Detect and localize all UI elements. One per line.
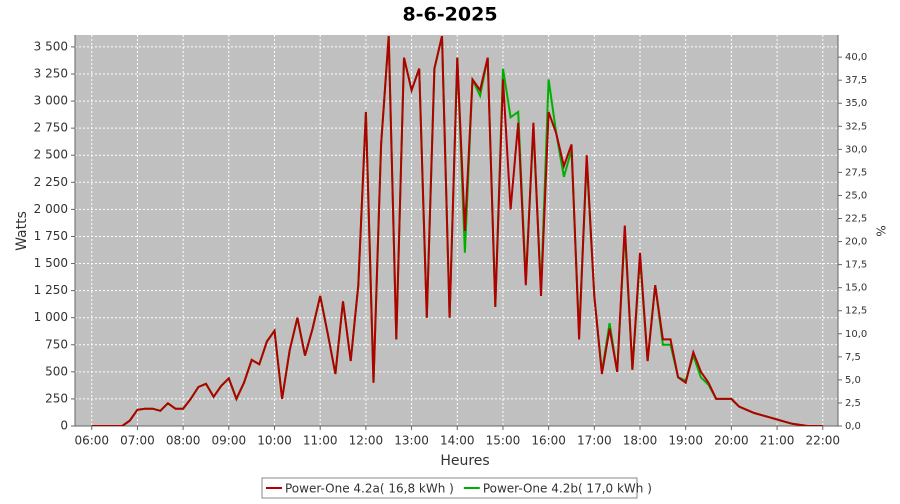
y-tick-label: 3 250	[34, 66, 68, 80]
y2-tick-label: 35,0	[845, 98, 867, 109]
y2-tick-label: 40,0	[845, 52, 867, 63]
y2-tick-label: 27,5	[845, 167, 867, 178]
x-tick-label: 16:00	[531, 434, 566, 448]
y2-tick-label: 0,0	[845, 421, 861, 432]
y-tick-label: 0	[60, 419, 68, 433]
legend	[261, 477, 638, 499]
legend-label: Power-One 4.2a( 16,8 kWh )	[285, 482, 454, 496]
x-tick-label: 22:00	[805, 434, 840, 448]
y-tick-label: 750	[45, 337, 68, 351]
y-tick-label: 1 750	[34, 229, 68, 243]
y-tick-label: 1 500	[34, 256, 68, 270]
y-tick-label: 1 000	[34, 310, 68, 324]
x-tick-label: 06:00	[74, 434, 109, 448]
y2-tick-label: 22,5	[845, 214, 867, 225]
y-axis-label: Watts	[14, 211, 30, 251]
y2-tick-label: 5,0	[845, 375, 861, 386]
x-axis-label: Heures	[440, 453, 489, 469]
y-tick-label: 2 500	[34, 148, 68, 162]
x-tick-label: 18:00	[623, 434, 658, 448]
x-tick-label: 14:00	[440, 434, 475, 448]
chart-title: 8-6-2025	[402, 4, 497, 26]
y2-tick-label: 15,0	[845, 283, 867, 294]
x-tick-label: 09:00	[212, 434, 247, 448]
y2-tick-label: 25,0	[845, 190, 867, 201]
y2-tick-label: 2,5	[845, 398, 861, 409]
x-tick-label: 08:00	[166, 434, 201, 448]
y-tick-label: 500	[45, 364, 68, 378]
y-tick-label: 3 500	[34, 39, 68, 53]
x-tick-label: 11:00	[303, 434, 338, 448]
y-tick-label: 250	[45, 391, 68, 405]
series-line	[91, 35, 823, 426]
y-tick-label: 3 000	[34, 94, 68, 108]
legend-label: Power-One 4.2b( 17,0 kWh )	[483, 482, 652, 496]
y-tick-label: 1 250	[34, 283, 68, 297]
x-tick-label: 17:00	[577, 434, 612, 448]
x-tick-label: 19:00	[668, 434, 703, 448]
x-tick-label: 20:00	[714, 434, 749, 448]
y-tick-label: 2 250	[34, 175, 68, 189]
x-tick-label: 10:00	[257, 434, 292, 448]
y2-tick-label: 17,5	[845, 260, 867, 271]
y-tick-label: 2 000	[34, 202, 68, 216]
y2-tick-label: 30,0	[845, 144, 867, 155]
y2-tick-label: 20,0	[845, 237, 867, 248]
y2-tick-label: 7,5	[845, 352, 861, 363]
y2-axis-label: %	[874, 225, 888, 236]
x-tick-label: 15:00	[486, 434, 521, 448]
y2-tick-label: 37,5	[845, 75, 867, 86]
x-tick-label: 07:00	[120, 434, 155, 448]
x-tick-label: 21:00	[760, 434, 795, 448]
y2-tick-label: 12,5	[845, 306, 867, 317]
x-tick-label: 13:00	[394, 434, 429, 448]
y2-tick-label: 10,0	[845, 329, 867, 340]
x-tick-label: 12:00	[349, 434, 384, 448]
y2-tick-label: 32,5	[845, 121, 867, 132]
y-tick-label: 2 750	[34, 121, 68, 135]
